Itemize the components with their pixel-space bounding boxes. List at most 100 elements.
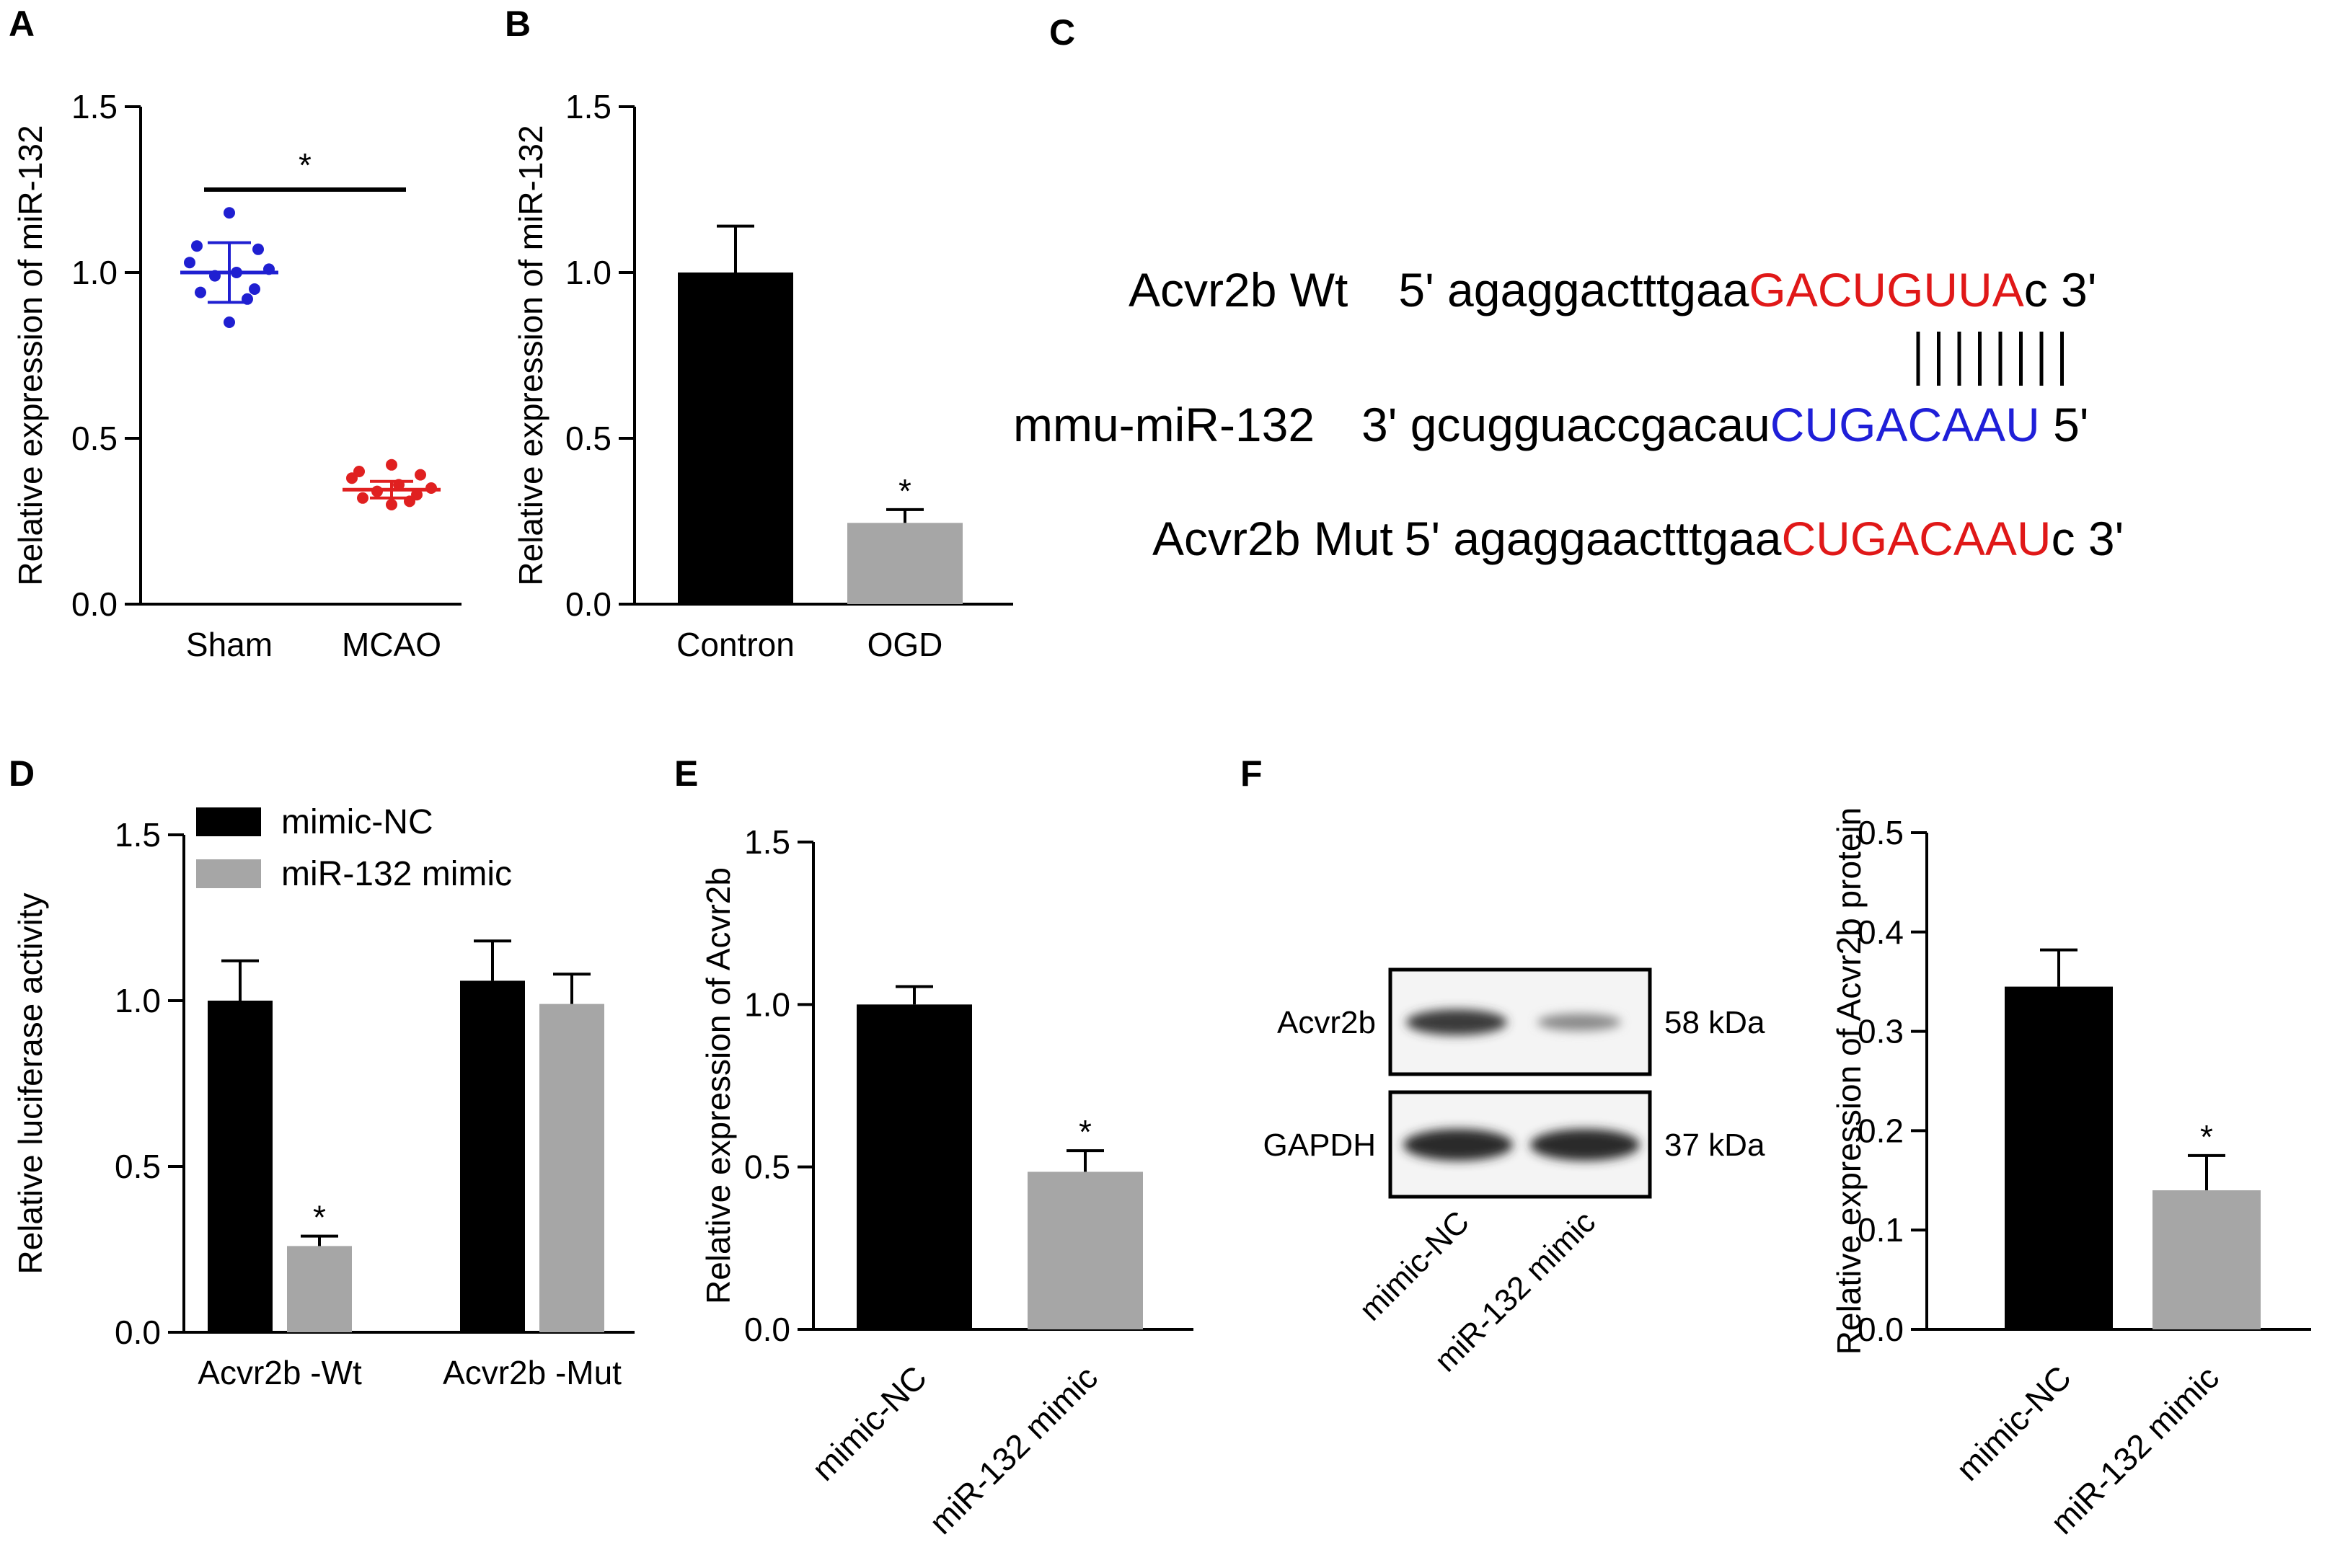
mut-prefix: 5' agaggaactttgaa [1405,512,1782,565]
data-point [386,499,397,510]
y-tick-label: 1.5 [565,88,611,125]
y-tick-label: 0.5 [1858,814,1904,851]
blot-size-gapdh: 37 kDa [1664,1128,1765,1163]
band-acvr2b-mir-132-mimic [1537,1014,1621,1031]
mut-site: CUGACAAU [1782,512,2052,565]
chart-a-scatter: 0.0 0.5 1.0 1.5 Relative expression of miR-1… [12,88,462,663]
panel-label-a: A [9,4,35,44]
data-point [195,286,206,298]
y-tick-label: 1.0 [71,254,118,291]
y-tick-label: 0.0 [744,1311,790,1348]
data-point [191,240,203,252]
legend-swatch [196,859,261,888]
legend-swatch [196,807,261,836]
base-pair-lines [1916,332,2064,386]
significance-star: * [2200,1118,2213,1156]
data-point [346,472,358,484]
x-tick-label: mimic-NC [805,1358,934,1487]
data-point [252,243,264,255]
data-point [184,257,195,269]
significance-star: * [299,146,312,184]
y-tick-label: 1.0 [115,982,161,1019]
blot-protein-gapdh: GAPDH [1263,1128,1376,1163]
band-gapdh-mimic-nc [1403,1129,1513,1161]
y-axis-title: Relative expression of Acvr2b [699,867,737,1304]
x-tick-label: mimic-NC [1949,1358,2078,1487]
bar [208,1001,273,1332]
mir-name: mmu-miR-132 [1013,398,1315,451]
wt-prefix: 5' agaggactttgaa [1398,263,1749,316]
significance-star: * [313,1199,326,1236]
y-tick-label: 1.5 [744,823,790,861]
y-axis-title: Relative expression of Acvr2b protein [1830,807,1868,1355]
y-tick-label: 0.0 [115,1314,161,1351]
western-blot: Acvr2b GAPDH 58 kDa 37 kDa mimic-NC miR-… [1263,967,1765,1379]
data-point [415,469,426,481]
band-acvr2b-mimic-nc [1406,1009,1507,1035]
panel-label-b: B [505,4,531,44]
bar [678,273,793,604]
y-axis-title: Relative expression of miR-132 [12,125,49,585]
y-axis-title: Relative luciferase activity [12,892,49,1274]
mut-name: Acvr2b Mut [1152,512,1393,565]
y-tick-label: 0.5 [565,420,611,457]
y-tick-label: 0.5 [115,1148,161,1185]
wt-sequence-row: Acvr2b Wt 5' agaggactttgaaGACUGUUAc 3' [1129,263,2096,316]
chart-d-grouped-bar: 0.0 0.5 1.0 1.5 Relative luciferase activity… [12,803,635,1391]
y-tick-label: 0.3 [1858,1013,1904,1050]
x-tick-label: OGD [867,626,943,663]
mir-suffix: 5' [2040,398,2089,451]
y-tick-label: 1.5 [115,816,161,854]
panel-label-e: E [674,753,698,794]
y-tick-label: 0.5 [744,1148,790,1186]
y-tick-label: 0.1 [1858,1211,1904,1249]
panel-label-d: D [9,753,35,794]
x-tick-label: Contron [676,626,795,663]
bar [847,523,963,604]
bar [1028,1171,1143,1329]
data-point [357,492,368,504]
mut-sequence-row: Acvr2b Mut 5' agaggaactttgaaCUGACAAUc 3' [1152,512,2124,565]
wt-suffix: c 3' [2024,263,2097,316]
panel-label-c: C [1049,12,1075,53]
x-tick-label: Acvr2b -Mut [443,1354,622,1391]
bar [2005,986,2113,1329]
data-point [224,207,235,219]
panel-label-f: F [1240,753,1263,794]
x-tick-label: Sham [186,626,273,663]
mir-prefix: 3' gcugguaccgacau [1361,398,1770,451]
blot-protein-acvr2b: Acvr2b [1277,1005,1376,1040]
bar [539,1004,604,1332]
band-gapdh-mir-132-mimic [1530,1129,1640,1161]
data-point [224,316,235,328]
legend-label: mimic-NC [281,803,433,841]
mir-seed: CUGACAAU [1770,398,2040,451]
mut-suffix: c 3' [2052,512,2124,565]
y-tick-label: 0.0 [1858,1311,1904,1348]
y-tick-label: 0.0 [565,585,611,623]
y-tick-label: 1.0 [565,254,611,291]
blot-size-acvr2b: 58 kDa [1664,1005,1765,1040]
legend: mimic-NC miR-132 mimic [196,803,512,893]
x-tick-label: Acvr2b -Wt [198,1354,362,1391]
wt-name: Acvr2b Wt [1129,263,1348,316]
y-tick-label: 0.4 [1858,913,1904,951]
significance-star: * [898,472,911,510]
significance-star: * [1079,1113,1092,1151]
data-point [249,283,260,295]
y-tick-label: 0.5 [71,420,118,457]
x-tick-label: MCAO [342,626,441,663]
bar [287,1246,352,1332]
x-tick-label: miR-132 mimic [922,1358,1105,1541]
y-tick-label: 1.5 [71,88,118,125]
chart-b-bar: 0.0 0.5 1.0 1.5 Relative expression of miR-1… [512,88,1013,663]
mir-sequence-row: mmu-miR-132 3' gcugguaccgacauCUGACAAU 5' [1013,398,2088,451]
y-axis-title: Relative expression of miR-132 [512,125,549,585]
sequence-alignment: Acvr2b Wt 5' agaggactttgaaGACUGUUAc 3' mm… [1013,263,2124,565]
y-tick-label: 0.0 [71,585,118,623]
bar [460,980,525,1332]
data-point [386,459,397,471]
